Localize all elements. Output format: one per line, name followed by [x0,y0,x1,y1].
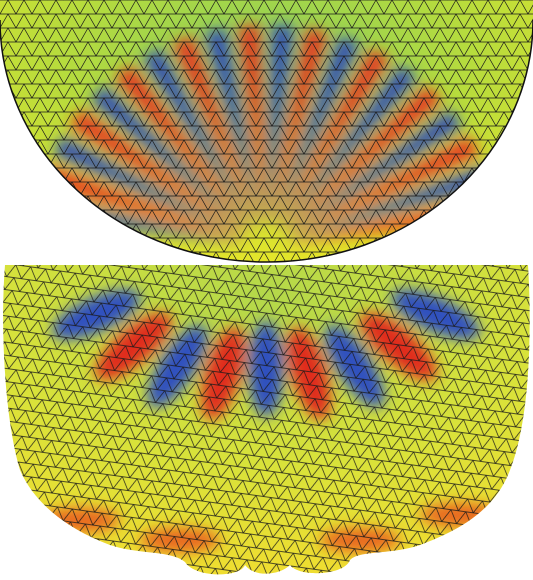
bottom-panel [0,265,533,580]
top-panel [0,0,533,265]
mesh [0,0,533,265]
mesh [0,265,533,580]
render [0,0,533,580]
page: {} (() => { JSON.parse(docu [0,0,533,580]
